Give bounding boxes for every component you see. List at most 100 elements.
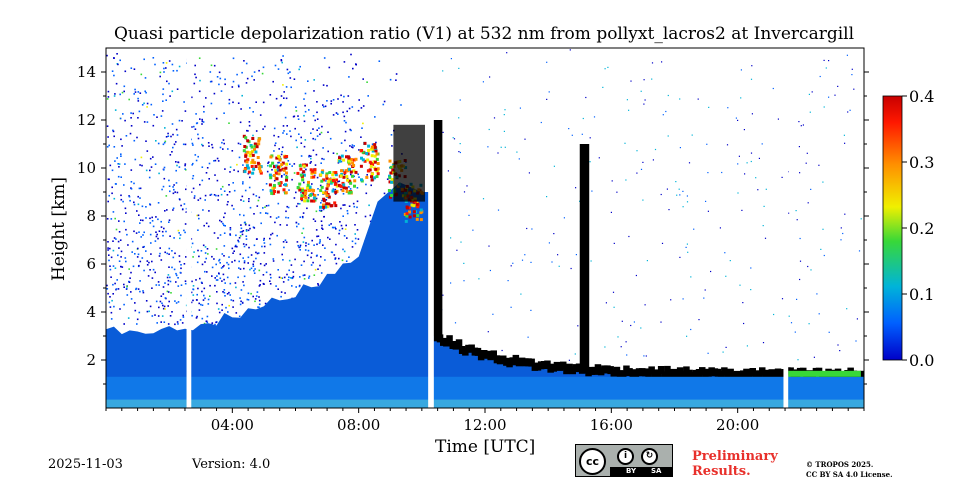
noise-pixel bbox=[118, 247, 120, 249]
noise-pixel bbox=[329, 180, 332, 183]
noise-pixel bbox=[546, 98, 548, 100]
cirrus-pixel bbox=[301, 190, 305, 194]
noise-pixel bbox=[145, 140, 147, 142]
noise-pixel bbox=[237, 170, 239, 173]
noise-pixel bbox=[146, 102, 149, 105]
noise-pixel bbox=[167, 323, 170, 325]
noise-pixel bbox=[140, 156, 143, 159]
noise-pixel bbox=[202, 144, 204, 147]
noise-pixel bbox=[348, 205, 351, 207]
noise-pixel bbox=[137, 253, 140, 256]
noise-pixel bbox=[300, 142, 303, 144]
noise-pixel bbox=[204, 261, 206, 263]
noise-pixel bbox=[173, 188, 175, 191]
cirrus-pixel bbox=[280, 163, 284, 167]
noise-pixel bbox=[265, 183, 268, 185]
noise-pixel bbox=[299, 244, 302, 247]
cirrus-pixel bbox=[388, 159, 392, 163]
noise-pixel bbox=[168, 60, 171, 62]
noise-pixel bbox=[308, 275, 311, 278]
noise-pixel bbox=[263, 242, 266, 244]
noise-pixel bbox=[846, 54, 848, 56]
noise-pixel bbox=[285, 241, 288, 243]
noise-pixel bbox=[116, 279, 118, 281]
noise-pixel bbox=[232, 299, 235, 302]
noise-pixel bbox=[263, 245, 266, 248]
noise-pixel bbox=[166, 276, 169, 279]
noise-pixel bbox=[173, 268, 176, 271]
noise-pixel bbox=[282, 281, 285, 283]
noise-pixel bbox=[245, 82, 248, 84]
cc-license-badge[interactable]: cc i ↻ BY SA bbox=[575, 444, 673, 477]
noise-pixel bbox=[356, 187, 359, 189]
noise-pixel bbox=[248, 121, 251, 123]
noise-pixel bbox=[635, 274, 637, 277]
noise-pixel bbox=[178, 232, 180, 234]
cirrus-pixel bbox=[333, 201, 337, 205]
noise-pixel bbox=[228, 184, 230, 186]
noise-pixel bbox=[131, 251, 133, 253]
cirrus-pixel bbox=[374, 149, 378, 153]
noise-pixel bbox=[625, 179, 627, 181]
cirrus-pixel bbox=[276, 165, 280, 169]
cirrus-pixel bbox=[403, 212, 407, 216]
cirrus-pixel bbox=[259, 171, 263, 175]
cirrus-pixel bbox=[243, 170, 247, 174]
noise-pixel bbox=[170, 292, 172, 294]
cirrus-pixel bbox=[296, 171, 300, 175]
noise-pixel bbox=[223, 112, 225, 114]
noise-pixel bbox=[705, 200, 707, 202]
noise-pixel bbox=[682, 298, 684, 300]
noise-pixel bbox=[120, 153, 122, 155]
noise-pixel bbox=[180, 264, 182, 266]
noise-pixel bbox=[169, 154, 172, 156]
noise-pixel bbox=[558, 265, 560, 267]
cirrus-pixel bbox=[359, 164, 363, 168]
noise-pixel bbox=[295, 221, 298, 224]
noise-pixel bbox=[176, 88, 179, 90]
noise-pixel bbox=[337, 113, 339, 115]
noise-pixel bbox=[126, 233, 128, 236]
cirrus-pixel bbox=[322, 203, 325, 207]
noise-pixel bbox=[283, 91, 285, 93]
noise-pixel bbox=[365, 183, 367, 186]
noise-pixel bbox=[206, 248, 209, 250]
noise-pixel bbox=[722, 351, 724, 353]
noise-pixel bbox=[691, 134, 693, 136]
noise-pixel bbox=[316, 176, 319, 179]
noise-pixel bbox=[329, 238, 331, 240]
noise-pixel bbox=[221, 280, 223, 282]
noise-pixel bbox=[196, 214, 198, 217]
noise-pixel bbox=[244, 189, 247, 192]
cirrus-pixel bbox=[376, 162, 380, 165]
noise-pixel bbox=[192, 299, 194, 302]
noise-pixel bbox=[192, 187, 195, 190]
noise-pixel bbox=[314, 164, 317, 166]
noise-pixel bbox=[345, 121, 347, 124]
noise-pixel bbox=[198, 255, 200, 258]
attenuated-pixel bbox=[528, 358, 535, 367]
noise-pixel bbox=[215, 263, 217, 266]
noise-pixel bbox=[218, 83, 220, 86]
noise-pixel bbox=[175, 274, 178, 277]
noise-pixel bbox=[602, 86, 604, 88]
noise-pixel bbox=[253, 79, 255, 81]
noise-pixel bbox=[149, 217, 151, 220]
noise-pixel bbox=[259, 263, 262, 265]
cc-sa-icon: ↻ bbox=[641, 448, 658, 465]
noise-pixel bbox=[261, 245, 263, 248]
noise-pixel bbox=[221, 141, 223, 144]
noise-pixel bbox=[152, 225, 155, 228]
cirrus-pixel bbox=[302, 173, 306, 177]
noise-pixel bbox=[109, 268, 112, 271]
noise-pixel bbox=[166, 252, 168, 255]
noise-pixel bbox=[798, 121, 800, 123]
noise-pixel bbox=[489, 76, 491, 78]
cirrus-pixel bbox=[251, 153, 255, 157]
noise-pixel bbox=[180, 267, 182, 270]
noise-pixel bbox=[201, 304, 204, 306]
noise-pixel bbox=[137, 247, 139, 250]
noise-pixel bbox=[295, 110, 298, 112]
noise-pixel bbox=[524, 254, 526, 256]
noise-pixel bbox=[267, 161, 270, 163]
